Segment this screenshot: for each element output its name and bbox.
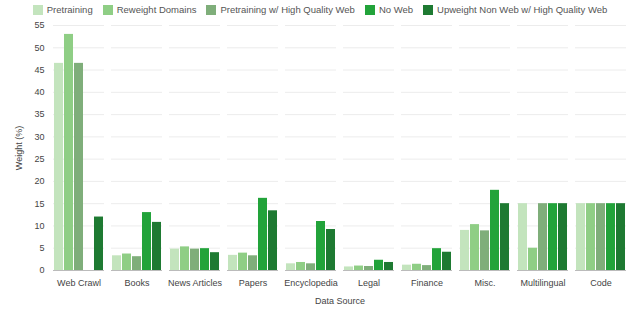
- svg-text:Data Source: Data Source: [315, 296, 365, 306]
- svg-text:10: 10: [34, 221, 44, 231]
- svg-text:45: 45: [34, 65, 44, 75]
- svg-text:Papers: Papers: [239, 278, 268, 288]
- svg-text:5: 5: [39, 243, 44, 253]
- svg-text:40: 40: [34, 87, 44, 97]
- svg-text:Misc.: Misc.: [475, 278, 496, 288]
- html-text:No Web: No Web: [378, 4, 413, 15]
- html-text:Reweight Domains: Reweight Domains: [116, 4, 197, 15]
- svg-text:Books: Books: [124, 278, 150, 288]
- svg-text:Encyclopedia: Encyclopedia: [284, 278, 338, 288]
- svg-text:Web Crawl: Web Crawl: [57, 278, 101, 288]
- html-text:Pretraining w/ High Quality We: Pretraining w/ High Quality Web: [220, 4, 355, 15]
- svg-text:55: 55: [34, 20, 44, 30]
- svg-text:30: 30: [34, 132, 44, 142]
- svg-text:Legal: Legal: [358, 278, 380, 288]
- html-text:Pretraining: Pretraining: [46, 4, 93, 15]
- html-text:Upweight Non Web w/ High Quali: Upweight Non Web w/ High Quality Web: [437, 4, 608, 15]
- svg-text:Multilingual: Multilingual: [520, 278, 565, 288]
- svg-text:News Articles: News Articles: [168, 278, 223, 288]
- svg-text:50: 50: [34, 43, 44, 53]
- svg-text:0: 0: [39, 265, 44, 275]
- svg-text:Finance: Finance: [411, 278, 443, 288]
- svg-text:Code: Code: [590, 278, 612, 288]
- svg-text:20: 20: [34, 176, 44, 186]
- svg-text:35: 35: [34, 109, 44, 119]
- svg-text:Weight (%): Weight (%): [14, 126, 24, 170]
- svg-text:15: 15: [34, 199, 44, 209]
- svg-text:25: 25: [34, 154, 44, 164]
